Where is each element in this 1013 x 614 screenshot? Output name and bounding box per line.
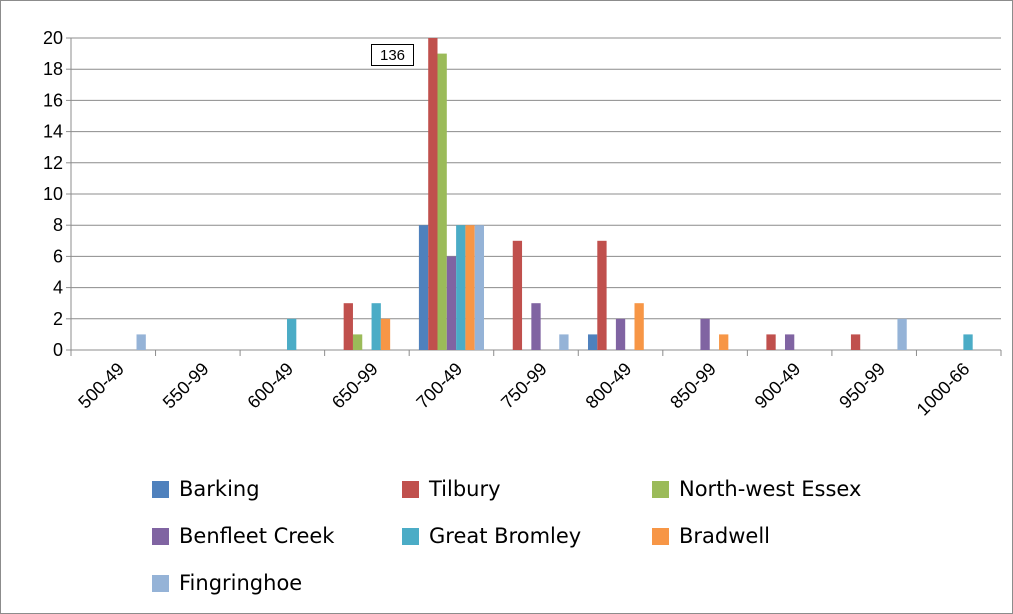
legend-label: North-west Essex bbox=[679, 477, 862, 501]
y-tick-label: 16 bbox=[43, 90, 63, 110]
bar-fingringhoe bbox=[136, 334, 146, 350]
legend-swatch bbox=[652, 527, 669, 545]
legend-item: Bradwell bbox=[652, 521, 902, 551]
bar-tilbury bbox=[343, 303, 353, 350]
bar-benfleet-creek bbox=[784, 334, 795, 350]
bar-benfleet-creek bbox=[615, 318, 626, 350]
y-tick-label: 8 bbox=[53, 215, 63, 235]
y-tick-label: 14 bbox=[43, 122, 63, 142]
legend-swatch bbox=[402, 480, 419, 498]
bar-bradwell bbox=[380, 318, 391, 350]
legend-label: Tilbury bbox=[429, 477, 501, 501]
legend-swatch bbox=[652, 480, 669, 498]
bar-bradwell bbox=[465, 225, 475, 350]
x-tick-label: 550-99 bbox=[159, 359, 213, 413]
bar-great-bromley bbox=[287, 318, 297, 350]
x-tick-label: 700-49 bbox=[412, 359, 466, 413]
legend-item: Tilbury bbox=[402, 474, 652, 504]
legend-item: North-west Essex bbox=[652, 474, 902, 504]
y-tick-label: 20 bbox=[43, 28, 63, 48]
x-tick-label: 850-99 bbox=[666, 359, 720, 413]
y-tick-label: 12 bbox=[43, 153, 63, 173]
legend-item: Great Bromley bbox=[402, 521, 652, 551]
bar-barking bbox=[587, 334, 598, 350]
bar-bradwell bbox=[719, 334, 729, 350]
legend-label: Bradwell bbox=[679, 524, 771, 548]
bar-bradwell bbox=[634, 303, 644, 350]
x-tick-label: 1000-66 bbox=[913, 359, 974, 420]
bar-tilbury bbox=[428, 38, 438, 350]
y-tick-label: 10 bbox=[43, 184, 63, 204]
legend-swatch bbox=[152, 480, 169, 498]
x-tick-label: 800-49 bbox=[582, 359, 636, 413]
bar-barking bbox=[418, 225, 429, 350]
y-tick-label: 18 bbox=[43, 59, 63, 79]
y-tick-label: 4 bbox=[53, 278, 63, 298]
bar-great-bromley bbox=[456, 225, 466, 350]
legend-item: Benfleet Creek bbox=[152, 521, 402, 551]
legend-item: Fingringhoe bbox=[152, 568, 402, 598]
y-tick-label: 0 bbox=[53, 340, 63, 360]
legend-item: Barking bbox=[152, 474, 402, 504]
legend-swatch bbox=[402, 527, 419, 545]
bar-benfleet-creek bbox=[531, 303, 541, 350]
bar-tilbury bbox=[512, 240, 523, 350]
bar-tilbury bbox=[766, 334, 776, 350]
bar-tilbury bbox=[850, 334, 861, 350]
x-tick-label: 500-49 bbox=[74, 359, 128, 413]
bar-north-west-essex bbox=[352, 334, 363, 350]
chart-legend: Barking Tilbury North-west Essex Benfleet C… bbox=[152, 474, 932, 598]
bar-benfleet-creek bbox=[446, 256, 457, 350]
bar-great-bromley bbox=[371, 303, 381, 350]
x-tick-label: 650-99 bbox=[328, 359, 382, 413]
legend-swatch bbox=[152, 527, 169, 545]
x-tick-label: 750-99 bbox=[497, 359, 551, 413]
legend-swatch bbox=[152, 574, 169, 592]
legend-label: Benfleet Creek bbox=[179, 524, 335, 548]
bar-benfleet-creek bbox=[700, 318, 710, 350]
y-tick-label: 6 bbox=[53, 246, 63, 266]
legend-label: Barking bbox=[179, 477, 260, 501]
x-tick-label: 600-49 bbox=[243, 359, 297, 413]
bar-tilbury bbox=[597, 240, 607, 350]
bar-great-bromley bbox=[963, 334, 973, 350]
x-tick-label: 900-49 bbox=[751, 359, 805, 413]
bar-north-west-essex bbox=[437, 53, 447, 350]
bar-fingringhoe bbox=[559, 334, 569, 350]
bar-fingringhoe bbox=[474, 225, 485, 350]
y-tick-label: 2 bbox=[53, 309, 63, 329]
bar-fingringhoe bbox=[897, 318, 907, 350]
x-tick-label: 950-99 bbox=[835, 359, 889, 413]
legend-label: Fingringhoe bbox=[179, 571, 303, 595]
legend-label: Great Bromley bbox=[429, 524, 582, 548]
tilbury-value-callout: 136 bbox=[371, 44, 414, 66]
